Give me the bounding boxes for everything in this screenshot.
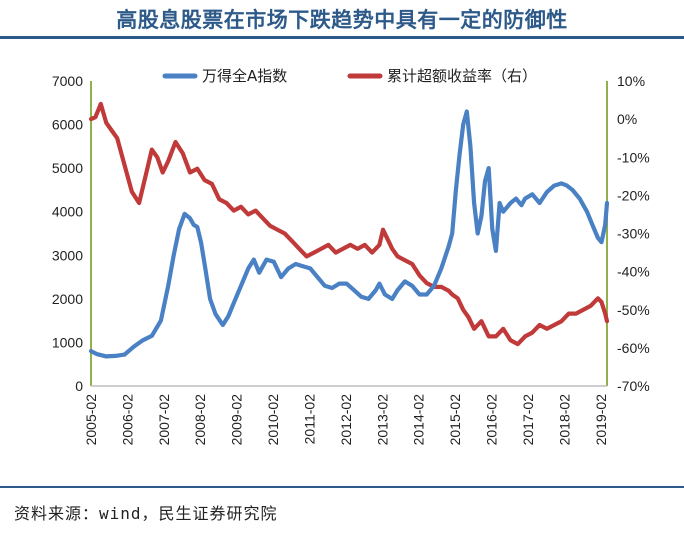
left-tick-label: 7000 <box>52 73 83 89</box>
x-tick-label: 2014-02 <box>411 394 427 446</box>
right-tick-label: 0% <box>617 111 637 127</box>
chart-svg: 0 1000 2000 3000 4000 5000 6000 7000 10% 0% -10% -… <box>52 67 650 446</box>
x-tick-label: 2006-02 <box>119 394 135 446</box>
x-tick-label: 2008-02 <box>192 394 208 446</box>
x-tick-label: 2012-02 <box>338 394 354 446</box>
right-tick-label: -50% <box>617 302 650 318</box>
series-line-wind-a-index <box>88 109 610 359</box>
x-tick-label: 2009-02 <box>229 394 245 446</box>
left-tick-label: 6000 <box>52 117 83 133</box>
x-tick-label: 2016-02 <box>484 394 500 446</box>
right-tick-label: -40% <box>617 264 650 280</box>
source-note: 资料来源：wind，民生证券研究院 <box>14 504 278 523</box>
right-tick-label: 10% <box>617 73 645 89</box>
right-tick-label: -20% <box>617 187 650 203</box>
right-tick-label: -30% <box>617 226 650 242</box>
x-tick-label: 2019-02 <box>593 394 609 446</box>
x-tick-label: 2010-02 <box>265 394 281 446</box>
left-tick-label: 1000 <box>52 334 83 350</box>
left-tick-label: 0 <box>75 378 83 394</box>
x-tick-label: 2015-02 <box>447 394 463 446</box>
left-tick-label: 3000 <box>52 247 83 263</box>
right-tick-label: -70% <box>617 378 650 394</box>
left-tick-label: 5000 <box>52 160 83 176</box>
right-tick-label: -10% <box>617 149 650 165</box>
series-line-excess-return <box>88 101 610 347</box>
x-tick-label: 2011-02 <box>301 394 317 445</box>
x-tick-label: 2018-02 <box>556 394 572 446</box>
x-tick-label: 2007-02 <box>156 394 172 446</box>
legend-label-wind-a-index: 万得全A指数 <box>202 67 287 85</box>
x-tick-label: 2013-02 <box>374 394 390 446</box>
chart-title: 高股息股票在市场下跌趋势中具有一定的防御性 <box>116 8 568 32</box>
left-tick-label: 2000 <box>52 291 83 307</box>
x-tick-label: 2017-02 <box>520 394 536 446</box>
left-tick-label: 4000 <box>52 204 83 220</box>
x-tick-label: 2005-02 <box>83 394 99 446</box>
right-tick-label: -60% <box>617 340 650 356</box>
title-rule <box>0 36 684 39</box>
footer-rule <box>0 486 684 488</box>
legend-label-excess-return: 累计超额收益率（右） <box>387 67 537 85</box>
